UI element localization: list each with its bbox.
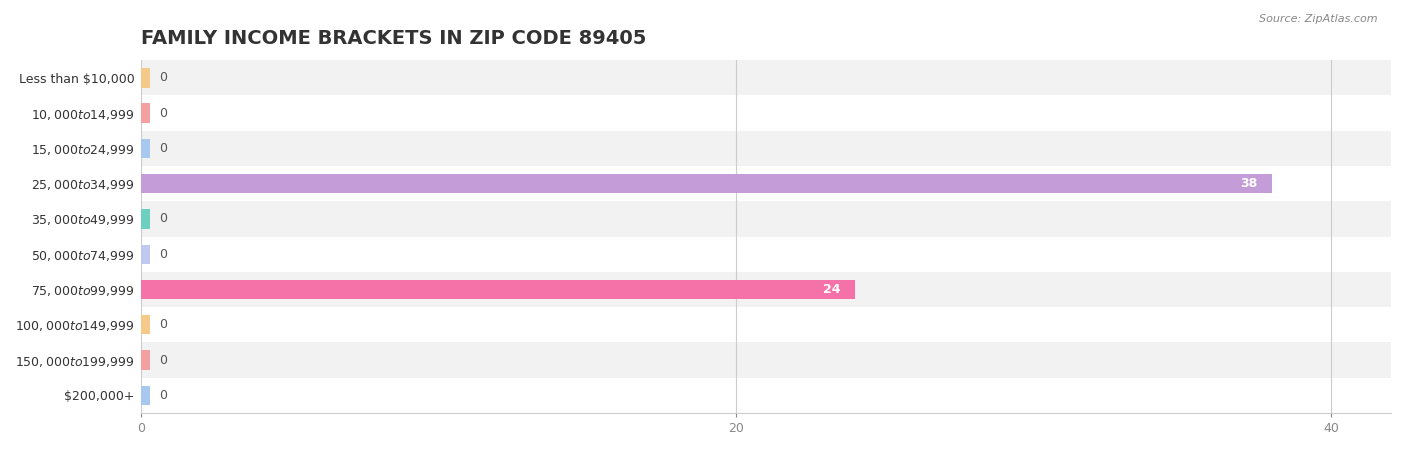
Text: FAMILY INCOME BRACKETS IN ZIP CODE 89405: FAMILY INCOME BRACKETS IN ZIP CODE 89405 (142, 28, 647, 48)
Bar (142, 60, 1406, 95)
Text: 0: 0 (159, 354, 167, 367)
Text: 0: 0 (159, 248, 167, 261)
Bar (142, 351, 150, 370)
Bar (142, 139, 150, 158)
Bar (142, 307, 1406, 342)
Text: 0: 0 (159, 389, 167, 402)
Bar (142, 315, 150, 334)
Bar (142, 104, 150, 123)
Bar (142, 174, 1272, 194)
Bar (142, 209, 150, 229)
Text: 0: 0 (159, 142, 167, 155)
Bar (142, 378, 1406, 413)
Text: 38: 38 (1240, 177, 1257, 190)
Bar (142, 68, 150, 87)
Text: 0: 0 (159, 212, 167, 225)
Bar (142, 280, 855, 299)
Bar (142, 386, 150, 405)
Bar (142, 201, 1406, 237)
Text: 0: 0 (159, 318, 167, 331)
Bar (142, 166, 1406, 201)
Text: 0: 0 (159, 107, 167, 120)
Bar (142, 272, 1406, 307)
Bar (142, 342, 1406, 378)
Bar (142, 237, 1406, 272)
Bar (142, 95, 1406, 131)
Bar (142, 244, 150, 264)
Bar (142, 131, 1406, 166)
Text: 0: 0 (159, 71, 167, 84)
Text: Source: ZipAtlas.com: Source: ZipAtlas.com (1260, 14, 1378, 23)
Text: 24: 24 (823, 283, 841, 296)
